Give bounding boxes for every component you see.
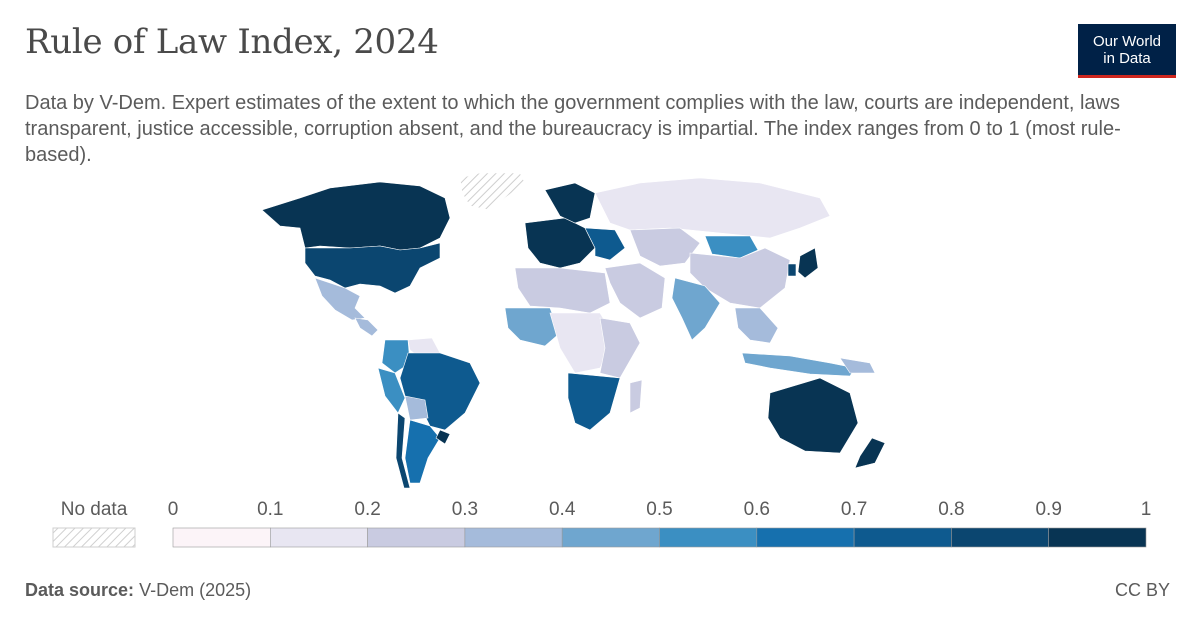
region-madagascar[interactable]: Madagascar [629, 379, 643, 414]
chart-title: Rule of Law Index, 2024 [25, 22, 439, 62]
legend-tick-label: 0.9 [1035, 499, 1061, 520]
legend-tick-label: 0.5 [646, 499, 672, 520]
region-chile[interactable]: Chile [395, 412, 411, 489]
region-middle-east[interactable]: Middle East [604, 262, 666, 319]
logo-line-1: Our World [1092, 33, 1162, 50]
region-central-asia[interactable]: Central Asia [629, 227, 701, 267]
region-china[interactable]: China [689, 247, 791, 309]
data-source-label: Data source: [25, 580, 135, 600]
region-mexico[interactable]: Mexico [314, 277, 366, 321]
legend-bin-1[interactable] [269, 527, 368, 548]
country-shapes[interactable]: CanadaUnited StatesGreenlandMexicoCentra… [261, 172, 886, 489]
legend-tick-label: 0.6 [744, 499, 770, 520]
legend-bin-9[interactable] [1048, 527, 1147, 548]
region-australia[interactable]: Australia [767, 377, 859, 454]
region-mongolia[interactable]: Mongolia [704, 235, 759, 259]
logo-line-2: in Data [1103, 50, 1151, 67]
data-source: Data source: V-Dem (2025) [25, 580, 251, 601]
legend-bin-3[interactable] [464, 527, 563, 548]
region-new-zealand[interactable]: New Zealand [854, 437, 886, 469]
legend-bin-6[interactable] [756, 527, 855, 548]
legend-bins [172, 527, 1147, 548]
region-papua-new-guinea[interactable]: Papua New Guinea [839, 357, 876, 374]
no-data-swatch [52, 527, 136, 548]
legend-bin-5[interactable] [659, 527, 758, 548]
region-indonesia[interactable]: Indonesia [741, 352, 856, 377]
region-north-africa[interactable]: North Africa [514, 267, 611, 314]
region-peru[interactable]: Peru [377, 367, 406, 414]
legend-tick-label: 0.8 [938, 499, 964, 520]
no-data-label: No data [61, 499, 128, 520]
region-canada[interactable]: Canada [261, 181, 451, 251]
region-argentina[interactable]: Argentina [404, 419, 441, 484]
legend-tick-label: 0.4 [549, 499, 576, 520]
legend-tick-label: 0 [168, 499, 179, 520]
legend-ticks: 0 0.1 0.2 0.3 0.4 0.5 0.6 0.7 0.8 0.9 1 [168, 499, 1152, 520]
region-southern-africa[interactable]: Southern Africa [567, 372, 621, 431]
region-scandinavia[interactable]: Scandinavia [544, 182, 596, 224]
legend-tick-label: 0.3 [452, 499, 478, 520]
region-uruguay[interactable]: Uruguay [435, 429, 451, 445]
legend-tick-label: 0.2 [354, 499, 380, 520]
legend-tick-label: 1 [1141, 499, 1152, 520]
legend-tick-label: 0.1 [257, 499, 283, 520]
chart-subtitle: Data by V-Dem. Expert estimates of the e… [25, 92, 1121, 166]
region-greenland[interactable]: Greenland [459, 172, 526, 211]
license-link[interactable]: CC BY [1114, 580, 1170, 600]
region-brazil[interactable]: Brazil [399, 352, 481, 431]
region-united-states[interactable]: United States [304, 242, 441, 294]
region-russia[interactable]: Russia [594, 177, 831, 239]
region-central-africa[interactable]: Central Africa [549, 312, 616, 374]
region-west-africa[interactable]: West Africa [504, 307, 561, 347]
legend-bin-8[interactable] [951, 527, 1050, 548]
legend-bin-7[interactable] [853, 527, 952, 548]
region-bolivia[interactable]: Bolivia [404, 395, 429, 421]
legend-tick-label: 0.7 [841, 499, 867, 520]
data-source-value[interactable]: V-Dem (2025) [139, 580, 252, 600]
world-map[interactable]: CanadaUnited StatesGreenlandMexicoCentra… [0, 168, 1200, 493]
owid-logo[interactable]: Our World in Data [1078, 24, 1176, 78]
region-eastern-europe[interactable]: Eastern Europe [584, 227, 626, 261]
region-colombia[interactable]: Colombia [381, 339, 411, 374]
region-india[interactable]: India [671, 277, 721, 341]
legend-bin-4[interactable] [561, 527, 660, 548]
region-japan[interactable]: Japan [797, 247, 819, 279]
region-southeast-asia[interactable]: Southeast Asia [734, 307, 779, 344]
region-central-america[interactable]: Central America [354, 317, 379, 337]
region-western-europe[interactable]: Western Europe [524, 217, 596, 269]
legend-bin-2[interactable] [367, 527, 466, 548]
color-legend: No data 0 0.1 0.2 0.3 0.4 0.5 0.6 0.7 0.8 0.9 1 [52, 499, 1152, 548]
region-south-korea[interactable]: South Korea [787, 263, 797, 277]
legend-bin-0[interactable] [172, 527, 271, 548]
region-east-africa[interactable]: East Africa [599, 317, 641, 379]
